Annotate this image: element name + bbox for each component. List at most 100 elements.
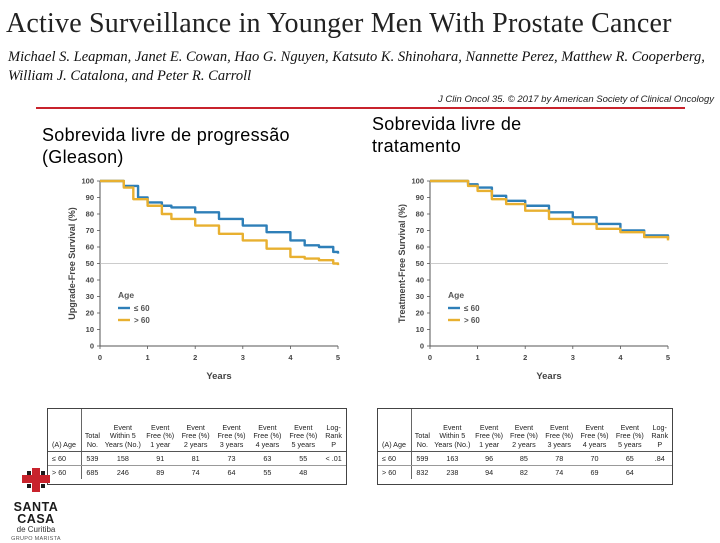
table-cell: 163 bbox=[432, 451, 472, 466]
y-tick-label: 70 bbox=[86, 226, 94, 235]
logo-line-casa: CASA bbox=[17, 512, 55, 526]
table-cell: 82 bbox=[519, 468, 528, 477]
legend-title: Age bbox=[448, 290, 464, 300]
survival-curve-age-over-60 bbox=[100, 179, 340, 266]
table-cell: 73 bbox=[213, 451, 250, 466]
x-tick-label: 3 bbox=[571, 353, 575, 362]
table-header-cell: Event Free (%) 5 years bbox=[612, 409, 648, 452]
table-cell bbox=[647, 466, 672, 480]
y-tick-label: 40 bbox=[86, 276, 94, 285]
table-header-cell: Event Free (%) 3 years bbox=[541, 409, 577, 452]
table-cell: 599 bbox=[411, 451, 433, 466]
table-row: > 60 685 246 89 74 64 55 48 bbox=[48, 465, 346, 480]
table-row: ≤ 60 599 163 96 85 78 70 65.84 bbox=[378, 451, 672, 466]
y-tick-label: 10 bbox=[86, 325, 94, 334]
table-header-cell: Event Free (%) 4 years bbox=[576, 409, 613, 452]
y-tick-label: 50 bbox=[86, 259, 94, 268]
x-tick-label: 1 bbox=[476, 353, 480, 362]
table-cell: 78 bbox=[541, 451, 577, 466]
logo-line-group: GRUPO MARISTA bbox=[11, 536, 61, 542]
upgrade-free-table: (A) Age Total No. Event Within 5 Years (No… bbox=[47, 408, 347, 485]
y-axis-title: Upgrade-Free Survival (%) bbox=[67, 207, 77, 320]
x-tick-label: 0 bbox=[428, 353, 432, 362]
table-header-cell: (A) Age bbox=[48, 409, 82, 452]
x-tick-label: 1 bbox=[146, 353, 150, 362]
table-header-cell: Event Free (%) 2 years bbox=[506, 409, 542, 452]
legend-label: ≤ 60 bbox=[134, 304, 150, 313]
table-header-cell: Log-Rank P bbox=[321, 409, 346, 452]
y-tick-label: 30 bbox=[416, 292, 424, 301]
table-cell: ≤ 60 bbox=[48, 451, 82, 466]
table-cell: 64 bbox=[625, 468, 634, 477]
y-tick-label: 70 bbox=[416, 226, 424, 235]
x-axis-title: Years bbox=[536, 371, 561, 382]
table-cell: 70 bbox=[576, 451, 613, 466]
table-cell: < .01 bbox=[321, 451, 346, 466]
upgrade-free-survival-chart: 0 10 20 30 40 50 60 70 80 90 100 0 1 2 3 4 5 Years Upgrade… bbox=[67, 177, 340, 383]
x-tick-label: 5 bbox=[666, 353, 670, 362]
x-tick-label: 2 bbox=[193, 353, 197, 362]
table-cell: > 60 bbox=[378, 465, 412, 479]
x-tick-label: 4 bbox=[288, 353, 293, 362]
table-cell: 64 bbox=[227, 468, 236, 477]
table-header-cell: Event Free (%) 1 year bbox=[471, 409, 507, 452]
y-tick-label: 50 bbox=[416, 259, 424, 268]
cross-emblem-icon bbox=[22, 468, 50, 492]
y-tick-label: 20 bbox=[416, 309, 424, 318]
treatment-free-table: (A) Age Total No. Event Within 5 Years (No… bbox=[377, 408, 673, 485]
table-cell: .84 bbox=[647, 451, 672, 466]
y-axis-title: Treatment-Free Survival (%) bbox=[397, 204, 407, 323]
y-tick-label: 0 bbox=[420, 342, 424, 351]
y-tick-label: 60 bbox=[86, 243, 94, 252]
x-axis-title: Years bbox=[206, 371, 231, 382]
table-header-cell: Total No. bbox=[81, 409, 103, 452]
table-header-cell: Event Free (%) 3 years bbox=[213, 409, 250, 452]
y-tick-label: 100 bbox=[411, 177, 424, 186]
table-cell: 63 bbox=[249, 451, 286, 466]
journal-citation: J Clin Oncol 35. © 2017 by American Soci… bbox=[438, 94, 714, 105]
y-tick-label: 90 bbox=[416, 193, 424, 202]
table-cell: 55 bbox=[263, 468, 272, 477]
x-tick-label: 3 bbox=[241, 353, 245, 362]
logo-line-santa: SANTA bbox=[13, 500, 59, 514]
y-tick-label: 100 bbox=[81, 177, 94, 186]
table-header-cell: Event Free (%) 1 year bbox=[142, 409, 178, 452]
table-row: > 60 832 238 94 82 74 69 64 bbox=[378, 465, 672, 480]
table-header-cell: Event Within 5 Years (No.) bbox=[102, 409, 143, 452]
table-cell: 158 bbox=[102, 451, 143, 466]
table-cell: 238 bbox=[446, 468, 459, 477]
y-tick-label: 0 bbox=[90, 342, 94, 351]
table-cell: 48 bbox=[299, 468, 308, 477]
legend-label: > 60 bbox=[464, 316, 480, 325]
table-cell: 89 bbox=[156, 468, 165, 477]
table-header-cell: Event Free (%) 5 years bbox=[285, 409, 322, 452]
table-header-cell: Event Within 5 Years (No.) bbox=[432, 409, 472, 452]
table-cell: 81 bbox=[177, 451, 214, 466]
x-tick-label: 0 bbox=[98, 353, 102, 362]
table-cell: 685 bbox=[86, 468, 99, 477]
x-tick-label: 5 bbox=[336, 353, 340, 362]
table-cell: 85 bbox=[506, 451, 542, 466]
table-cell: 91 bbox=[142, 451, 178, 466]
survival-curve-age-60-or-under bbox=[430, 179, 670, 239]
treatment-free-survival-chart: 0 10 20 30 40 50 60 70 80 90 100 0 1 2 3 4 5 Years Treatme… bbox=[397, 177, 670, 383]
x-tick-label: 4 bbox=[618, 353, 623, 362]
legend-title: Age bbox=[118, 290, 134, 300]
table-header-cell: Total No. bbox=[411, 409, 433, 452]
y-tick-label: 60 bbox=[416, 243, 424, 252]
table-header-cell: Event Free (%) 4 years bbox=[249, 409, 286, 452]
table-row: ≤ 60 539 158 91 81 73 63 55 < .01 bbox=[48, 451, 346, 466]
logo-line-city: de Curitiba bbox=[16, 525, 56, 534]
y-tick-label: 10 bbox=[416, 325, 424, 334]
table-cell: 74 bbox=[191, 468, 200, 477]
legend-label: > 60 bbox=[134, 316, 150, 325]
x-tick-label: 2 bbox=[523, 353, 527, 362]
table-cell bbox=[321, 466, 346, 480]
survival-curve-age-over-60 bbox=[430, 179, 670, 241]
y-tick-label: 80 bbox=[86, 210, 94, 219]
paper-title: Active Surveillance in Younger Men With … bbox=[6, 8, 672, 39]
table-cell: 96 bbox=[471, 451, 507, 466]
table-header-cell: (A) Age bbox=[378, 409, 412, 452]
y-tick-label: 40 bbox=[416, 276, 424, 285]
table-cell: 65 bbox=[612, 451, 648, 466]
